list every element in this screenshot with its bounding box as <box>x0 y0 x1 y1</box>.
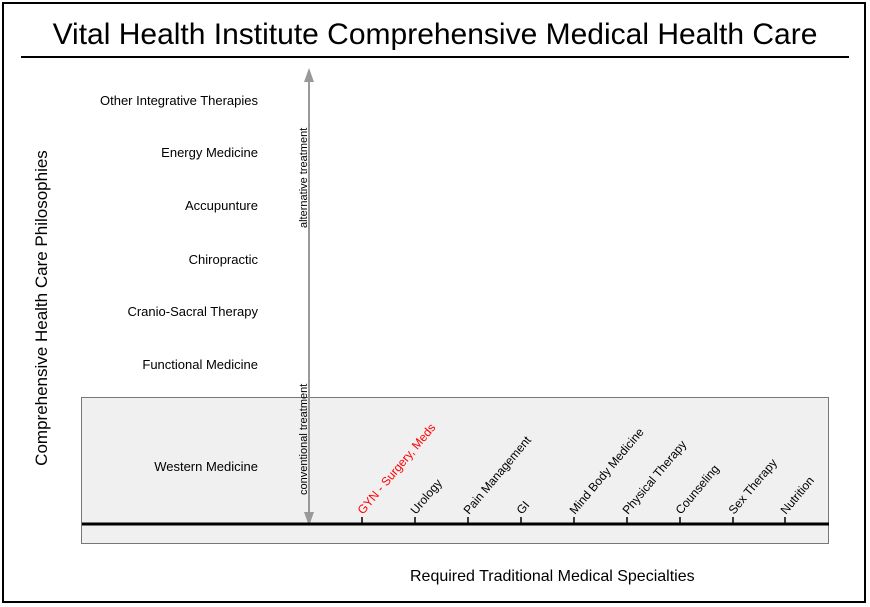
philosophy-accupunture: Accupunture <box>185 198 258 213</box>
philosophy-chiropractic: Chiropractic <box>188 252 258 267</box>
philosophy-functional-medicine: Functional Medicine <box>142 357 258 372</box>
philosophy-cranio-sacral-therapy: Cranio-Sacral Therapy <box>127 304 258 319</box>
title-underline <box>21 56 849 58</box>
page-title: Vital Health Institute Comprehensive Med… <box>52 18 818 51</box>
philosophy-energy-medicine: Energy Medicine <box>161 145 258 160</box>
y-axis-label: Comprehensive Health Care Philosophies <box>32 150 51 466</box>
x-axis-label: Required Traditional Medical Specialties <box>410 568 695 585</box>
western-medicine-band <box>81 397 829 544</box>
philosophy-other-integrative-therapies: Other Integrative Therapies <box>99 93 258 108</box>
philosophy-western-medicine: Western Medicine <box>154 459 258 474</box>
